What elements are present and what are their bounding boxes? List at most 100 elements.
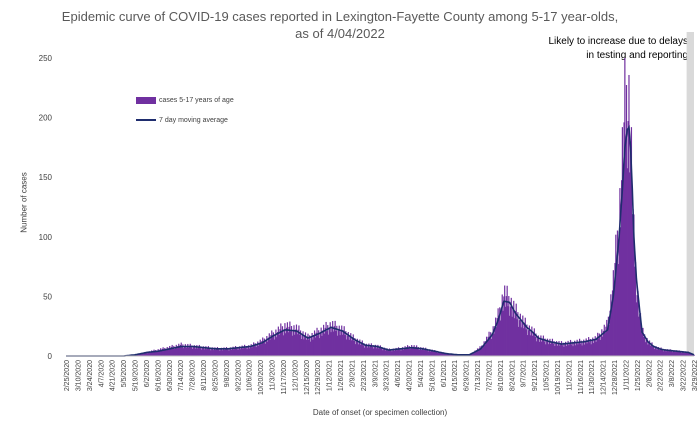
bar — [545, 344, 547, 356]
bar — [241, 345, 243, 356]
bar — [322, 330, 324, 356]
bar — [259, 339, 261, 356]
bar — [378, 346, 381, 356]
bar — [664, 349, 666, 356]
bar — [684, 352, 686, 356]
incomplete-data-shade — [686, 32, 694, 356]
bar — [382, 350, 384, 356]
bar — [481, 345, 483, 356]
bar — [429, 349, 431, 356]
bar — [290, 331, 292, 356]
bar — [653, 349, 656, 356]
bar — [588, 337, 590, 356]
bar — [574, 345, 577, 356]
bar — [291, 335, 293, 356]
bar — [148, 351, 150, 356]
bar — [515, 303, 517, 356]
x-tick-label: 7/27/2021 — [486, 360, 493, 391]
x-tick-label: 12/29/2020 — [315, 360, 322, 395]
bar — [181, 346, 183, 356]
x-tick-label: 7/14/2020 — [178, 360, 185, 391]
bar — [313, 335, 315, 356]
bar — [275, 329, 277, 356]
bar — [442, 352, 444, 356]
legend-label-cases: cases 5-17 years of age — [159, 96, 234, 104]
chart-title: Epidemic curve of COVID-19 cases reporte… — [61, 9, 619, 41]
bar — [593, 339, 596, 356]
bar — [262, 342, 265, 356]
bar — [505, 296, 507, 356]
bar — [396, 350, 398, 356]
bar — [632, 208, 634, 356]
bar — [247, 347, 249, 356]
bar — [274, 334, 276, 356]
bar — [143, 352, 145, 356]
bar — [364, 345, 367, 356]
bar — [286, 322, 289, 356]
legend-label-moving-average: 7 day moving average — [159, 116, 228, 124]
bar — [162, 347, 164, 356]
x-tick-label: 12/28/2021 — [612, 360, 619, 395]
bar — [594, 336, 596, 356]
bar — [164, 350, 167, 356]
bar — [648, 340, 651, 356]
legend-item-cases: cases 5-17 years of age — [136, 93, 234, 107]
bar — [436, 352, 438, 356]
bar — [499, 320, 502, 356]
bar — [530, 330, 532, 356]
bar — [399, 348, 401, 356]
bar — [534, 336, 536, 356]
bar — [244, 347, 247, 356]
bar — [144, 351, 146, 356]
bar — [191, 345, 193, 356]
bar — [604, 333, 606, 356]
bar — [579, 343, 582, 356]
bar — [262, 337, 264, 356]
bar — [215, 349, 217, 356]
bar — [376, 346, 378, 356]
bar — [561, 345, 563, 356]
bar — [341, 334, 344, 356]
bar — [185, 347, 187, 356]
bar — [492, 326, 494, 356]
bar — [543, 341, 545, 356]
bar — [417, 347, 419, 356]
bar — [603, 324, 605, 356]
bar — [672, 352, 674, 356]
bar — [317, 335, 319, 356]
bar — [475, 351, 477, 356]
bar — [293, 325, 295, 356]
bar — [401, 348, 403, 356]
bar — [551, 338, 554, 356]
x-tick-label: 11/17/2020 — [281, 360, 288, 395]
bar — [576, 339, 578, 356]
bar — [585, 338, 587, 356]
bar — [242, 348, 244, 356]
bar — [425, 347, 427, 356]
bar — [285, 333, 287, 356]
bar — [346, 339, 348, 356]
bar — [693, 354, 695, 356]
bar — [454, 354, 456, 356]
bar — [209, 347, 211, 356]
bar — [325, 321, 327, 356]
bar — [602, 330, 605, 356]
bar — [381, 347, 383, 356]
bar — [448, 353, 451, 356]
bar — [533, 328, 535, 356]
bar — [546, 341, 548, 356]
x-tick-label: 3/9/2021 — [372, 360, 379, 387]
bar — [380, 348, 382, 356]
bar — [651, 342, 653, 356]
bar — [626, 168, 628, 356]
bar — [667, 349, 669, 356]
bar — [674, 352, 676, 356]
bar — [309, 341, 312, 356]
bar — [504, 285, 506, 356]
bar — [411, 345, 413, 356]
bar — [532, 335, 534, 356]
y-tick-label: 0 — [48, 352, 53, 361]
x-tick-label: 5/5/2020 — [121, 360, 128, 387]
bar — [140, 354, 142, 356]
bar — [237, 349, 239, 356]
